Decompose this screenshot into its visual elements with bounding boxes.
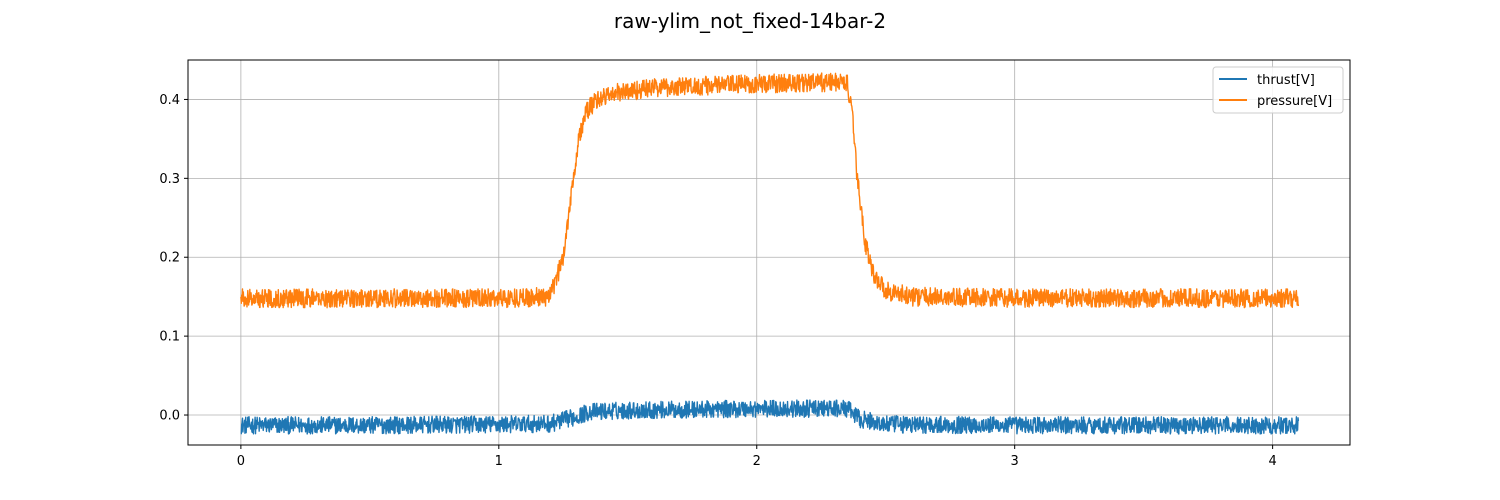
legend-label-pressure: pressure[V]: [1257, 94, 1332, 109]
y-tick-label: 0.2: [159, 251, 180, 266]
series-layer: [240, 72, 1300, 435]
y-axis: 0.0 0.1 0.2 0.3 0.4: [159, 93, 188, 424]
pressure-series-line: [240, 72, 1300, 309]
legend-label-thrust: thrust[V]: [1257, 73, 1315, 88]
x-tick-label: 4: [1268, 454, 1276, 469]
y-tick-label: 0.0: [159, 409, 180, 424]
x-tick-label: 2: [753, 454, 761, 469]
plot-frame: [187, 59, 1351, 446]
x-tick-label: 3: [1011, 454, 1019, 469]
y-tick-label: 0.4: [159, 93, 180, 108]
grid-lines: [188, 60, 1350, 445]
x-tick-label: 1: [495, 454, 503, 469]
legend: thrust[V] pressure[V]: [1212, 66, 1344, 114]
x-tick-label: 0: [237, 454, 245, 469]
y-tick-label: 0.1: [159, 330, 180, 345]
x-axis: 0 1 2 3 4: [237, 445, 1277, 469]
y-tick-label: 0.3: [159, 172, 180, 187]
thrust-series-line: [240, 399, 1300, 435]
chart-title: raw-ylim_not_fixed-14bar-2: [614, 9, 886, 33]
